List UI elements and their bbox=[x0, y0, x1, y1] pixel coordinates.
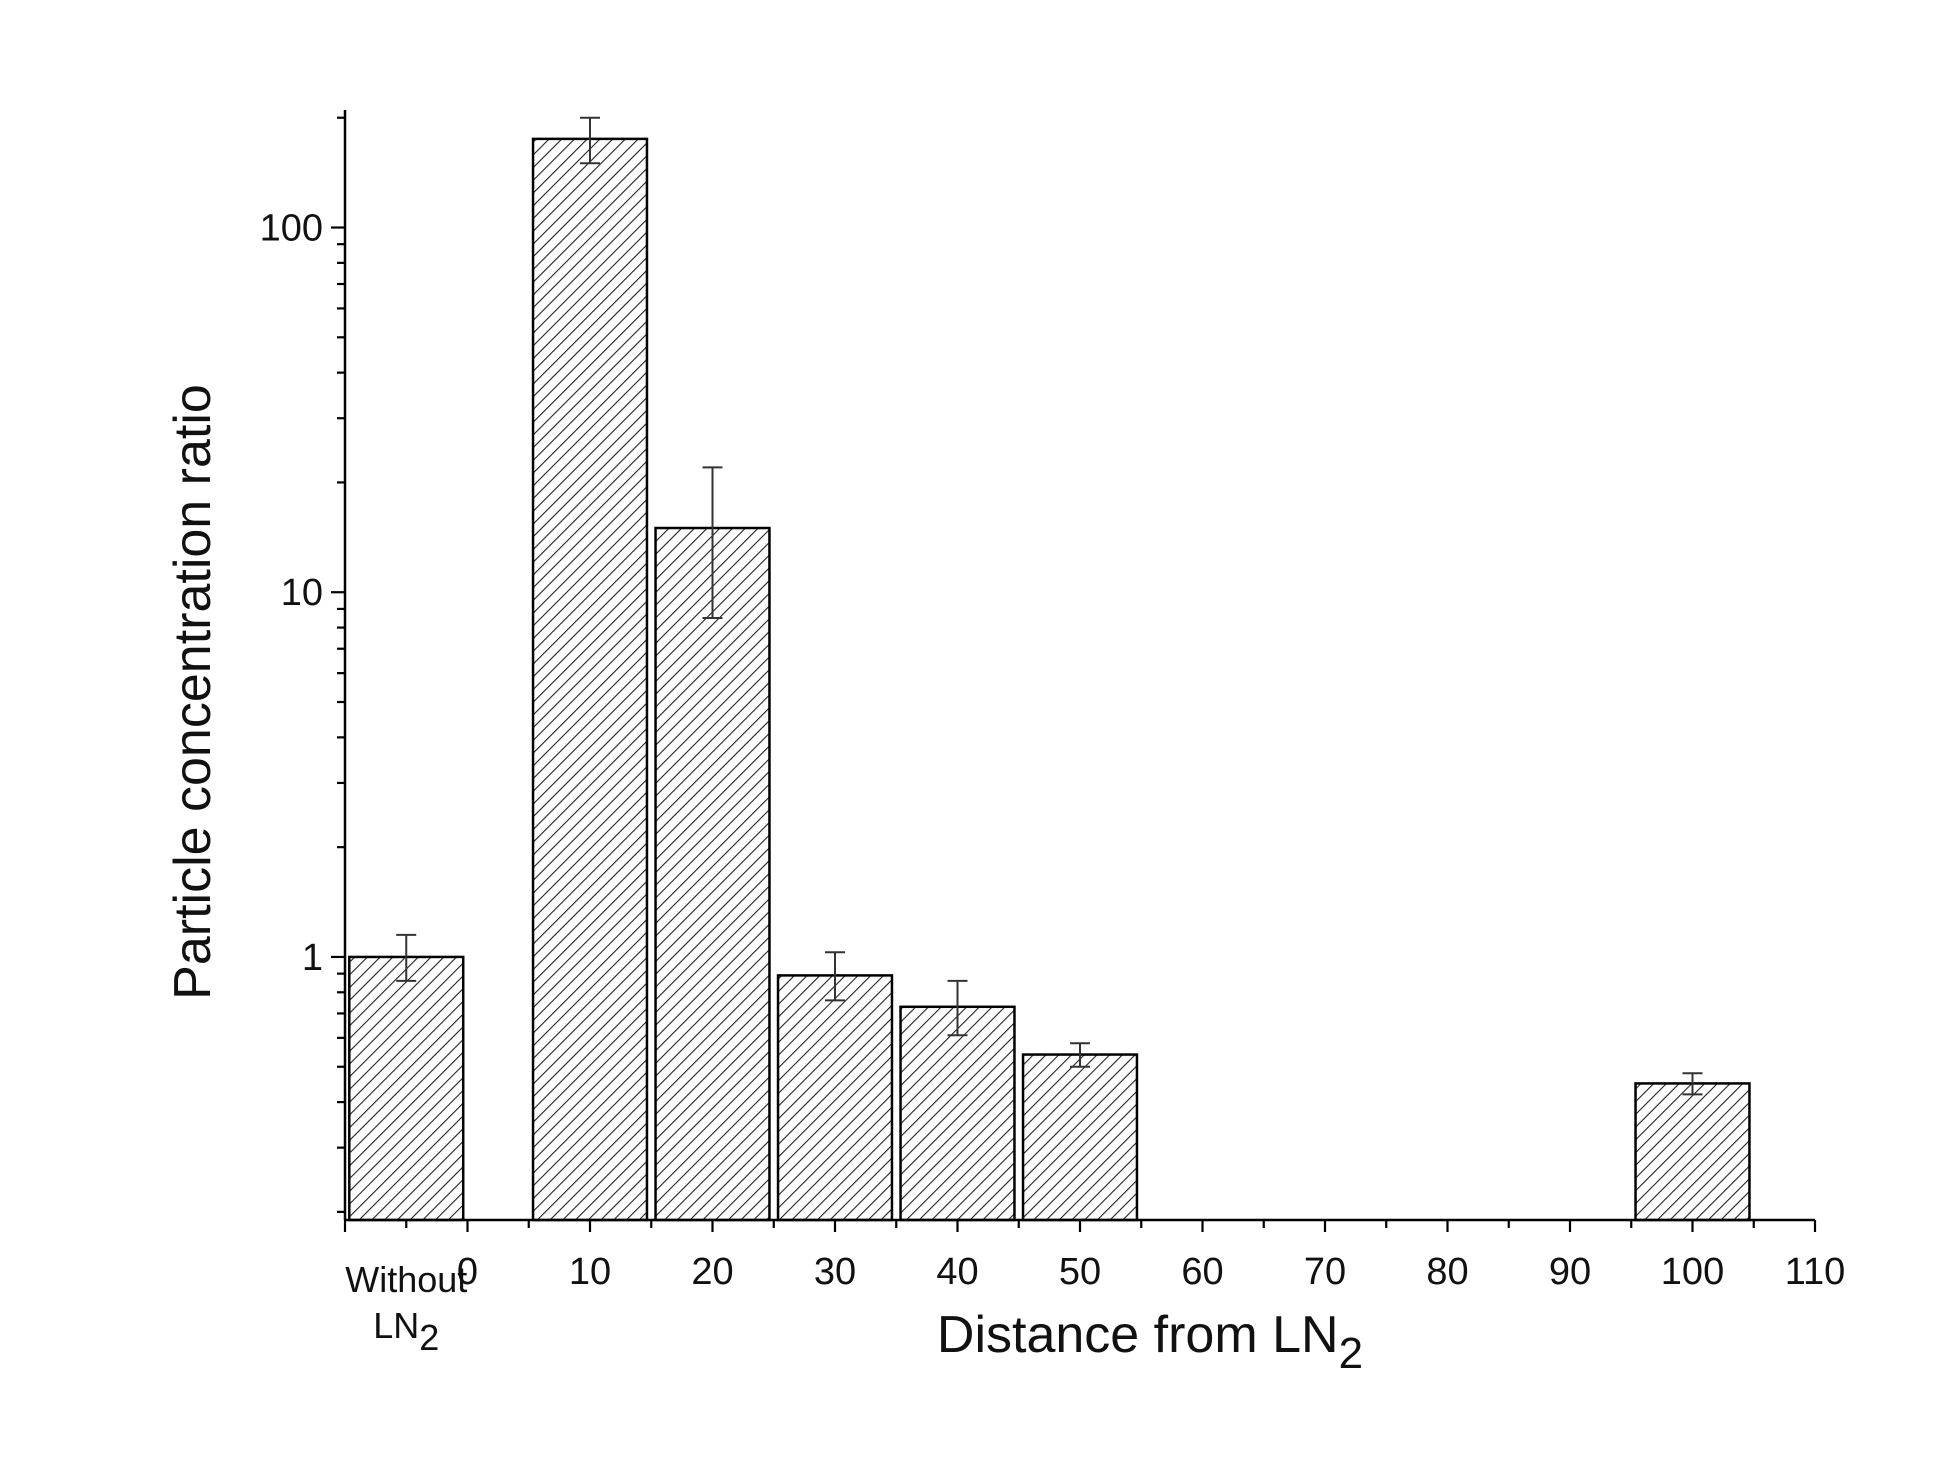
x-tick-label: 30 bbox=[814, 1251, 856, 1293]
bar bbox=[899, 1005, 1016, 1222]
x-tick-label: 80 bbox=[1426, 1251, 1468, 1293]
x-tick-label: 60 bbox=[1181, 1251, 1223, 1293]
x-axis-title-subscript: 2 bbox=[1339, 1329, 1363, 1378]
bar bbox=[654, 526, 771, 1222]
plot-area: 0 10 20 30 40 50 60 70 80 90 100 110WithoutLN211010… bbox=[260, 110, 1846, 1358]
x-tick-label: 20 bbox=[691, 1251, 733, 1293]
x-tick-label: 0 bbox=[457, 1251, 478, 1293]
category-label-subscript: 2 bbox=[419, 1317, 439, 1358]
bar bbox=[1634, 1082, 1751, 1222]
x-tick-label: 100 bbox=[1661, 1251, 1724, 1293]
bar bbox=[1021, 1053, 1139, 1222]
category-label-main: LN bbox=[373, 1305, 419, 1346]
category-label-line2: LN2 bbox=[373, 1305, 439, 1358]
y-tick-label: 100 bbox=[260, 208, 323, 250]
x-tick-label: 10 bbox=[569, 1251, 611, 1293]
bar bbox=[776, 974, 894, 1222]
x-tick-label: 110 bbox=[1785, 1251, 1846, 1293]
x-axis-title-main: Distance from LN bbox=[937, 1306, 1339, 1364]
y-axis-title: Particle concentration ratio bbox=[164, 384, 222, 1000]
x-tick-label: 90 bbox=[1549, 1251, 1591, 1293]
x-tick-label: 50 bbox=[1059, 1251, 1101, 1293]
category-label-line1: Without bbox=[345, 1259, 467, 1300]
bar bbox=[348, 955, 465, 1222]
x-axis-title: Distance from LN2 bbox=[937, 1306, 1363, 1378]
x-tick-label: 40 bbox=[936, 1251, 978, 1293]
y-tick-label: 10 bbox=[281, 572, 323, 614]
bar bbox=[531, 137, 649, 1222]
y-tick-label: 1 bbox=[302, 937, 323, 979]
x-tick-label: 70 bbox=[1304, 1251, 1346, 1293]
